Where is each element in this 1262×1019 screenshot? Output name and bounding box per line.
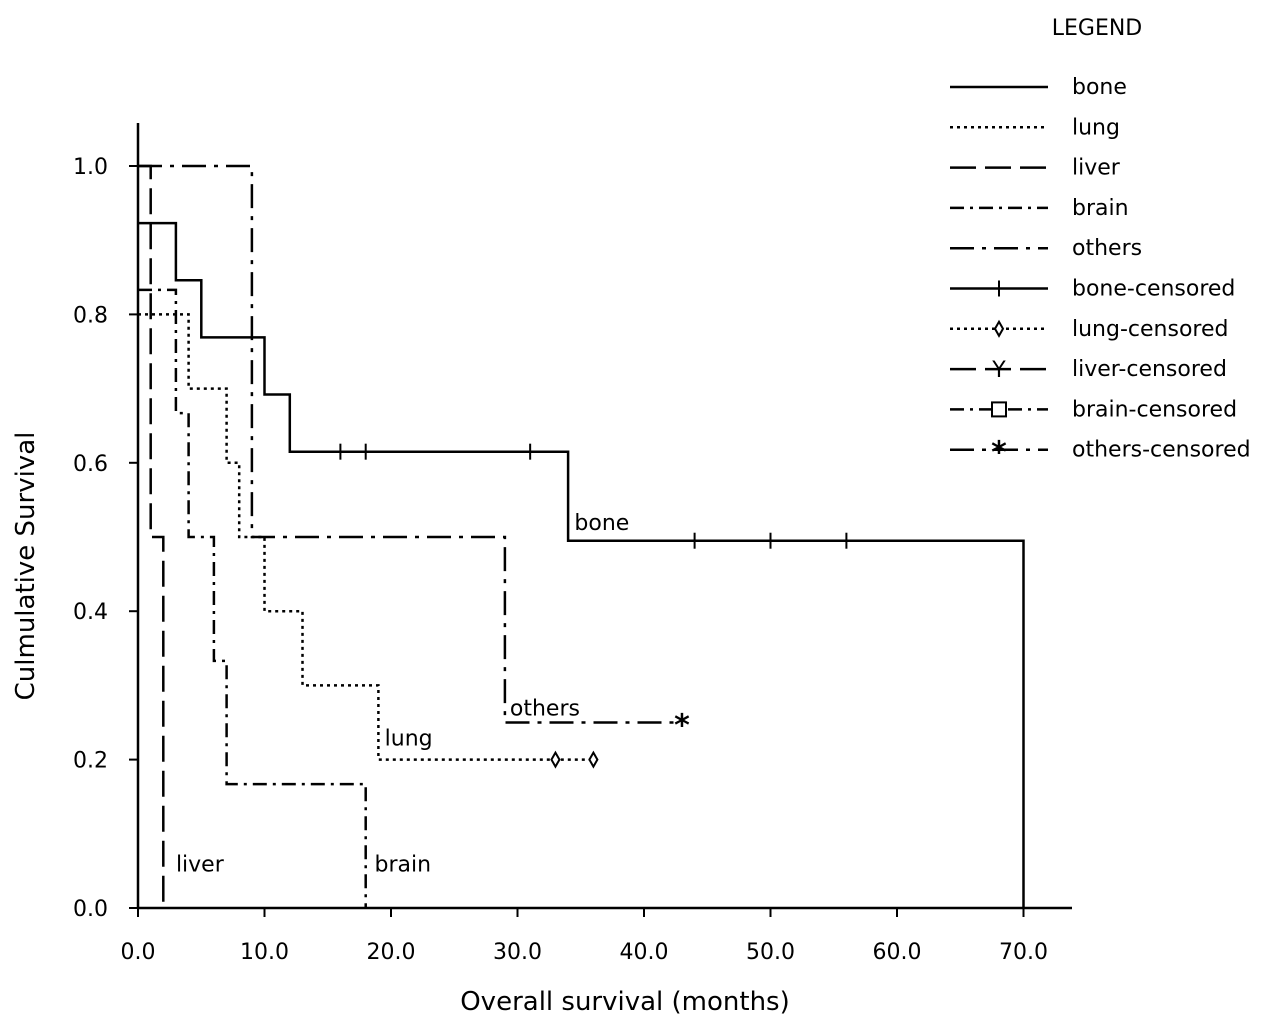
x-tick-label: 30.0 bbox=[493, 940, 542, 965]
x-tick-label: 20.0 bbox=[367, 940, 416, 965]
legend-label: liver bbox=[1072, 156, 1121, 181]
legend-label: bone-censored bbox=[1072, 277, 1235, 302]
series-group bbox=[138, 164, 1025, 908]
x-tick-label: 50.0 bbox=[746, 940, 795, 965]
others-censored-marker: * bbox=[674, 709, 690, 744]
legend-label: others bbox=[1072, 236, 1142, 261]
legend-marker-square bbox=[991, 401, 1007, 418]
series-label-liver: liver bbox=[176, 852, 225, 877]
series-line-liver bbox=[138, 164, 165, 908]
y-tick-label: 0.2 bbox=[73, 749, 108, 774]
y-tick-label: 0.4 bbox=[73, 600, 108, 625]
series-label-lung: lung bbox=[385, 726, 433, 751]
series-line-others bbox=[138, 164, 682, 724]
series-labels: bone lung liver brain others bbox=[176, 511, 629, 877]
y-axis-label: Culmulative Survival bbox=[11, 432, 41, 701]
legend-item-liver: liver bbox=[950, 156, 1121, 181]
series-line-lung bbox=[138, 313, 594, 761]
legend-label: lung-censored bbox=[1072, 317, 1228, 342]
legend-label: brain bbox=[1072, 196, 1129, 221]
x-tick-label: 70.0 bbox=[999, 940, 1048, 965]
legend-item-others-censored: * others-censored bbox=[950, 436, 1251, 471]
legend-label: brain-censored bbox=[1072, 397, 1237, 422]
y-tick-label: 0.6 bbox=[73, 452, 108, 477]
legend-marker-Y: Y bbox=[991, 358, 1006, 383]
lung-censored-marker bbox=[550, 750, 561, 769]
x-tick-label: 10.0 bbox=[240, 940, 289, 965]
series-label-others: others bbox=[510, 697, 580, 722]
censored-markers: * bbox=[339, 443, 848, 769]
lung-censored-marker bbox=[588, 750, 599, 769]
legend-item-lung: lung bbox=[950, 115, 1120, 140]
y-tick-label: 0.0 bbox=[73, 897, 108, 922]
legend-item-others: others bbox=[950, 236, 1142, 261]
legend-marker-diamond bbox=[993, 319, 1005, 338]
axes: 0.0 10.0 20.0 30.0 40.0 50.0 60.0 70.0 0.0 0.2 0.4… bbox=[73, 123, 1072, 965]
legend-label: lung bbox=[1072, 115, 1120, 140]
legend: bone lung liver brain others bone-censored lun… bbox=[950, 75, 1251, 471]
series-line-brain bbox=[138, 288, 367, 908]
y-tick-label: 1.0 bbox=[73, 155, 108, 180]
legend-item-bone: bone bbox=[950, 75, 1127, 100]
series-label-brain: brain bbox=[375, 852, 432, 877]
legend-item-bone-censored: bone-censored bbox=[950, 277, 1235, 302]
x-tick-label: 60.0 bbox=[873, 940, 922, 965]
series-label-bone: bone bbox=[574, 511, 629, 536]
x-tick-label: 0.0 bbox=[121, 940, 156, 965]
x-axis-label: Overall survival (months) bbox=[460, 987, 790, 1017]
series-line-bone bbox=[138, 221, 1025, 908]
y-tick-label: 0.8 bbox=[73, 303, 108, 328]
legend-label: bone bbox=[1072, 75, 1127, 100]
legend-item-brain: brain bbox=[950, 196, 1129, 221]
x-tick-label: 40.0 bbox=[620, 940, 669, 965]
legend-label: others-censored bbox=[1072, 438, 1251, 463]
legend-item-brain-censored: brain-censored bbox=[950, 397, 1237, 422]
legend-marker-asterisk: * bbox=[991, 436, 1007, 471]
legend-title: LEGEND bbox=[1052, 16, 1143, 41]
legend-label: liver-censored bbox=[1072, 357, 1227, 382]
legend-item-lung-censored: lung-censored bbox=[950, 317, 1228, 342]
